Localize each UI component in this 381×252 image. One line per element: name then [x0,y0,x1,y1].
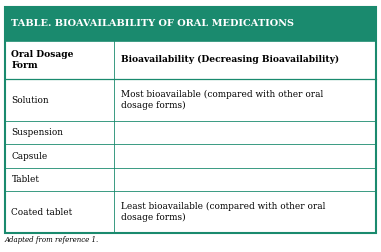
FancyBboxPatch shape [5,41,376,79]
Text: Bioavailability (Decreasing Bioavailability): Bioavailability (Decreasing Bioavailabil… [121,55,339,64]
Text: Adapted from reference 1.: Adapted from reference 1. [5,236,99,244]
Text: Suspension: Suspension [11,128,63,137]
FancyBboxPatch shape [5,7,376,41]
FancyBboxPatch shape [5,144,376,168]
FancyBboxPatch shape [5,79,376,121]
Text: Least bioavailable (compared with other oral
dosage forms): Least bioavailable (compared with other … [121,202,325,223]
Text: Most bioavailable (compared with other oral
dosage forms): Most bioavailable (compared with other o… [121,90,323,110]
Text: Tablet: Tablet [11,175,39,184]
Text: TABLE. BIOAVAILABILITY OF ORAL MEDICATIONS: TABLE. BIOAVAILABILITY OF ORAL MEDICATIO… [11,19,295,28]
Text: Oral Dosage
Form: Oral Dosage Form [11,50,74,70]
FancyBboxPatch shape [5,168,376,191]
FancyBboxPatch shape [5,191,376,233]
Text: Coated tablet: Coated tablet [11,208,72,216]
Text: Capsule: Capsule [11,151,48,161]
FancyBboxPatch shape [5,121,376,144]
Text: Solution: Solution [11,96,49,105]
